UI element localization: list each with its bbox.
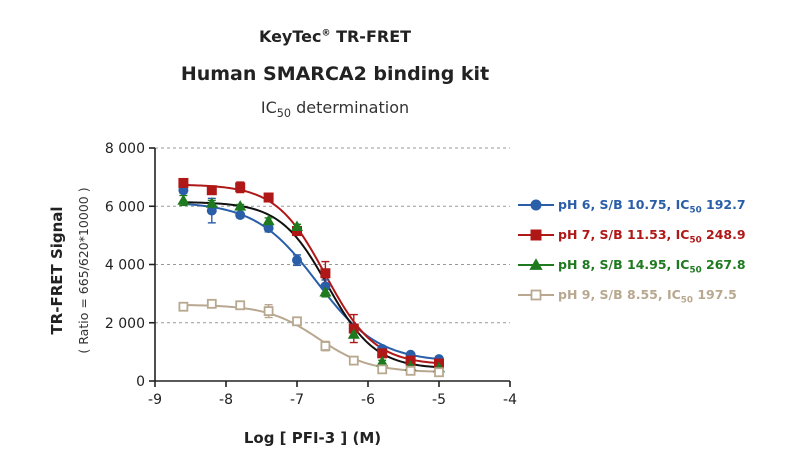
subtitle-ic: IC [260,98,277,117]
brand-line: KeyTec® TR-FRET [0,24,670,50]
grid-lines [155,147,510,324]
data-point [235,209,246,220]
legend-marker [530,229,542,241]
data-point [235,182,246,193]
legend-marker [530,289,542,301]
legend-label-subscript: 50 [689,205,702,216]
data-point [292,316,302,327]
y-axis-label: TR-FRET Signal [48,206,66,334]
y-ticks: 0 2 000 4 000 6 000 8 000 [105,141,155,390]
x-tick-label: -6 [361,392,375,408]
data-point [434,367,444,378]
data-point [405,365,416,376]
legend-item: pH 7, S/B 11.53, IC50 248.9 [516,220,786,250]
data-point [347,328,360,339]
data-point [178,177,189,188]
legend-label: pH 7, S/B 11.53, IC50 248.9 [558,220,746,250]
legend-label-text: pH 6, S/B 10.75, IC [558,197,690,212]
data-point [320,341,331,351]
data-point [319,285,332,297]
data-point [206,185,217,196]
legend-marker-icon [518,258,554,270]
legend-marker [530,199,542,211]
legend-marker-icon [518,289,554,301]
x-tick-label: -9 [148,392,162,408]
brand-name: KeyTec [258,27,322,46]
legend-label: pH 6, S/B 10.75, IC50 192.7 [558,190,746,220]
chart-subtitle: IC50 determination [0,96,670,120]
fit-curves [183,183,440,373]
x-tick-label: -5 [432,392,446,408]
data-point [263,306,274,317]
fit-curve [183,202,440,361]
y-tick-label: 8 000 [105,141,145,157]
x-tick-label: -4 [503,392,517,408]
legend: pH 6, S/B 10.75, IC50 192.7 pH 7, S/B 11.… [516,190,786,310]
data-point [205,197,218,208]
legend-label-text: pH 7, S/B 11.53, IC [558,227,690,242]
x-tick-label: -8 [219,392,233,408]
legend-marker-icon [518,199,554,211]
fit-curve [183,304,440,373]
data-point [263,192,274,203]
x-axis-label: Log [ PFI-3 ] (M) [244,429,381,447]
registered-mark: ® [321,28,331,39]
legend-label: pH 8, S/B 14.95, IC50 267.8 [558,250,746,280]
legend-label: pH 9, S/B 8.55, IC50 197.5 [558,280,737,310]
brand-suffix: TR-FRET [336,27,412,46]
data-point [177,194,190,205]
legend-item: pH 6, S/B 10.75, IC50 192.7 [516,190,786,220]
legend-label-value: 197.5 [692,287,737,302]
data-point [178,301,189,312]
legend-label-value: 192.7 [701,197,746,212]
title-block: KeyTec® TR-FRET Human SMARCA2 binding ki… [0,24,670,120]
legend-label-text: pH 8, S/B 14.95, IC [558,257,690,272]
data-point [262,214,275,226]
fit-curve [183,183,440,365]
y-tick-label: 6 000 [105,199,145,215]
error-bars [179,179,443,375]
data-point [290,220,304,232]
data-point [234,200,247,211]
x-ticks: -9 -8 -7 -6 -5 -4 [148,381,517,408]
data-point [292,255,302,266]
subtitle-subscript: 50 [276,107,291,121]
legend-marker [529,258,543,270]
legend-label-value: 267.8 [701,257,746,272]
x-tick-label: -7 [290,392,304,408]
data-point [377,364,388,375]
data-points [177,177,446,378]
subtitle-rest: determination [291,98,410,117]
y-tick-label: 2 000 [105,316,145,332]
fit-curve [183,201,440,369]
legend-item: pH 9, S/B 8.55, IC50 197.5 [516,280,786,310]
chart-title: Human SMARCA2 binding kit [180,63,490,85]
legend-item: pH 8, S/B 14.95, IC50 267.8 [516,250,786,280]
y-tick-label: 0 [136,374,145,390]
data-point [206,298,217,309]
legend-marker-icon [518,229,554,241]
legend-label-subscript: 50 [689,235,702,246]
legend-label-subscript: 50 [689,265,702,276]
data-point [348,355,359,366]
legend-label-text: pH 9, S/B 8.55, IC [558,287,681,302]
legend-label-subscript: 50 [680,295,693,306]
legend-label-value: 248.9 [701,227,746,242]
y-tick-label: 4 000 [105,258,145,274]
data-point [235,300,246,311]
y-axis-sublabel: ( Ratio = 665/620*10000 ) [76,187,91,353]
data-point [320,268,331,279]
